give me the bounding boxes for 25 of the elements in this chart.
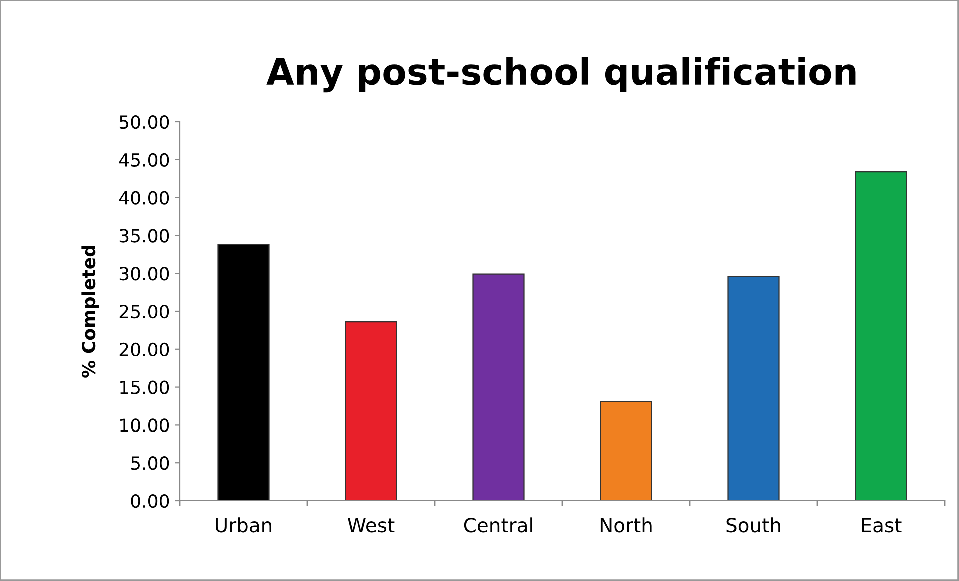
y-tick-label: 20.00	[120, 342, 170, 357]
x-tick-label: North	[600, 518, 652, 533]
y-tick-label: 15.00	[120, 380, 170, 394]
y-tick-label: 30.00	[120, 267, 170, 281]
y-axis-title: % Completed	[82, 246, 100, 378]
y-tick-label: 10.00	[120, 418, 170, 432]
y-tick-label: 0.00	[131, 494, 170, 508]
bar	[855, 171, 908, 501]
y-tick-label: 5.00	[131, 456, 170, 470]
x-tick-label: East	[862, 518, 902, 533]
y-tick-label: 35.00	[120, 229, 170, 243]
y-tick-label: 45.00	[119, 153, 170, 168]
bar	[218, 244, 270, 501]
y-tick-label: 25.00	[120, 304, 170, 319]
x-tick-label: Urban	[216, 518, 272, 533]
chart-title: Any post-school qualification	[266, 57, 856, 93]
x-tick-label: West	[348, 518, 395, 533]
x-tick-label: South	[726, 518, 780, 533]
y-tick-label: 50.00	[120, 115, 170, 130]
bar	[728, 276, 780, 501]
y-tick-label: 40.00	[119, 191, 170, 205]
bar	[600, 401, 652, 501]
bar	[345, 322, 398, 501]
bar	[472, 274, 525, 501]
x-tick-label: Central	[464, 518, 532, 533]
